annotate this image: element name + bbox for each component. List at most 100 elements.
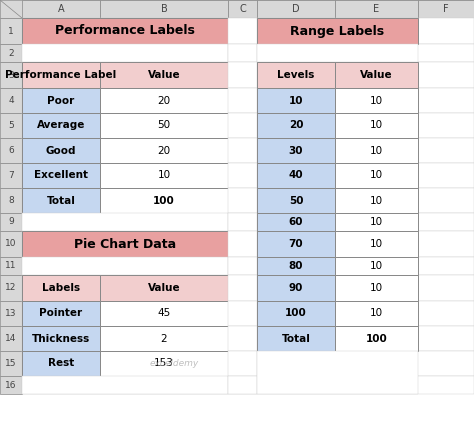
Bar xyxy=(257,163,335,188)
Text: Pie Chart Data: Pie Chart Data xyxy=(74,237,176,250)
Bar xyxy=(22,62,100,88)
Text: 10: 10 xyxy=(289,96,303,105)
Bar xyxy=(0,376,22,394)
Text: 45: 45 xyxy=(157,309,171,319)
Bar xyxy=(22,275,474,301)
Text: 30: 30 xyxy=(289,146,303,156)
Bar xyxy=(100,113,228,138)
Bar xyxy=(100,0,228,18)
Text: Poor: Poor xyxy=(47,96,74,105)
Bar xyxy=(0,163,22,188)
Text: 8: 8 xyxy=(8,196,14,205)
Bar xyxy=(0,231,22,257)
Bar xyxy=(100,88,228,113)
Bar xyxy=(228,351,257,376)
Text: D: D xyxy=(292,4,300,14)
Bar xyxy=(22,301,474,326)
Text: 10: 10 xyxy=(370,195,383,205)
Bar xyxy=(22,257,474,275)
Bar xyxy=(22,188,100,213)
Bar xyxy=(22,231,474,257)
Bar xyxy=(22,113,100,138)
Bar xyxy=(22,113,474,138)
Bar xyxy=(22,231,228,257)
Bar xyxy=(257,62,335,88)
Bar xyxy=(0,113,22,138)
Text: 3: 3 xyxy=(8,70,14,80)
Bar xyxy=(335,301,418,326)
Bar xyxy=(335,0,418,18)
Bar xyxy=(228,231,257,257)
Text: 10: 10 xyxy=(370,121,383,131)
Text: 2: 2 xyxy=(8,49,14,58)
Bar xyxy=(228,0,257,18)
Text: 12: 12 xyxy=(5,284,17,292)
Bar xyxy=(22,18,474,44)
Bar xyxy=(22,138,474,163)
Bar xyxy=(100,62,228,88)
Bar xyxy=(257,44,418,62)
Bar xyxy=(228,188,257,213)
Text: 80: 80 xyxy=(289,261,303,271)
Bar xyxy=(335,163,418,188)
Text: 20: 20 xyxy=(157,146,171,156)
Bar xyxy=(257,231,335,257)
Text: Good: Good xyxy=(46,146,76,156)
Bar xyxy=(0,275,22,301)
Bar xyxy=(0,0,474,18)
Bar xyxy=(100,351,228,376)
Text: 14: 14 xyxy=(5,334,17,343)
Text: 1: 1 xyxy=(8,27,14,35)
Text: E: E xyxy=(374,4,380,14)
Bar xyxy=(228,326,257,351)
Bar xyxy=(335,62,418,88)
Text: 20: 20 xyxy=(157,96,171,105)
Text: 9: 9 xyxy=(8,218,14,226)
Bar xyxy=(228,44,257,62)
Bar xyxy=(22,351,100,376)
Bar xyxy=(22,301,100,326)
Text: 13: 13 xyxy=(5,309,17,318)
Text: 10: 10 xyxy=(370,170,383,180)
Bar xyxy=(257,88,335,113)
Bar xyxy=(335,188,418,213)
Bar xyxy=(335,275,418,301)
Text: 40: 40 xyxy=(289,170,303,180)
Bar xyxy=(257,326,335,351)
Text: 5: 5 xyxy=(8,121,14,130)
Bar xyxy=(257,188,335,213)
Bar xyxy=(22,376,228,394)
Bar xyxy=(335,231,418,257)
Bar xyxy=(257,138,335,163)
Text: 7: 7 xyxy=(8,171,14,180)
Bar xyxy=(228,213,257,231)
Bar xyxy=(0,188,22,213)
Text: 11: 11 xyxy=(5,261,17,271)
Text: 10: 10 xyxy=(157,170,171,180)
Bar xyxy=(0,18,22,44)
Text: 60: 60 xyxy=(289,217,303,227)
Bar xyxy=(228,113,257,138)
Text: Value: Value xyxy=(148,70,180,80)
Bar xyxy=(228,257,257,275)
Text: 100: 100 xyxy=(285,309,307,319)
Bar xyxy=(22,163,100,188)
Text: Performance Label: Performance Label xyxy=(5,70,117,80)
Bar xyxy=(228,88,257,113)
Text: 10: 10 xyxy=(370,217,383,227)
Text: 10: 10 xyxy=(370,239,383,249)
Bar xyxy=(22,326,474,351)
Text: 10: 10 xyxy=(370,309,383,319)
Text: F: F xyxy=(443,4,449,14)
Bar xyxy=(22,188,474,213)
Text: Thickness: Thickness xyxy=(32,333,90,343)
Text: Range Labels: Range Labels xyxy=(291,24,384,38)
Bar xyxy=(0,326,22,351)
Bar xyxy=(335,213,418,231)
Bar xyxy=(228,301,257,326)
Bar xyxy=(335,113,418,138)
Bar xyxy=(22,326,100,351)
Bar xyxy=(228,62,257,88)
Text: Rest: Rest xyxy=(48,358,74,368)
Bar xyxy=(22,88,474,113)
